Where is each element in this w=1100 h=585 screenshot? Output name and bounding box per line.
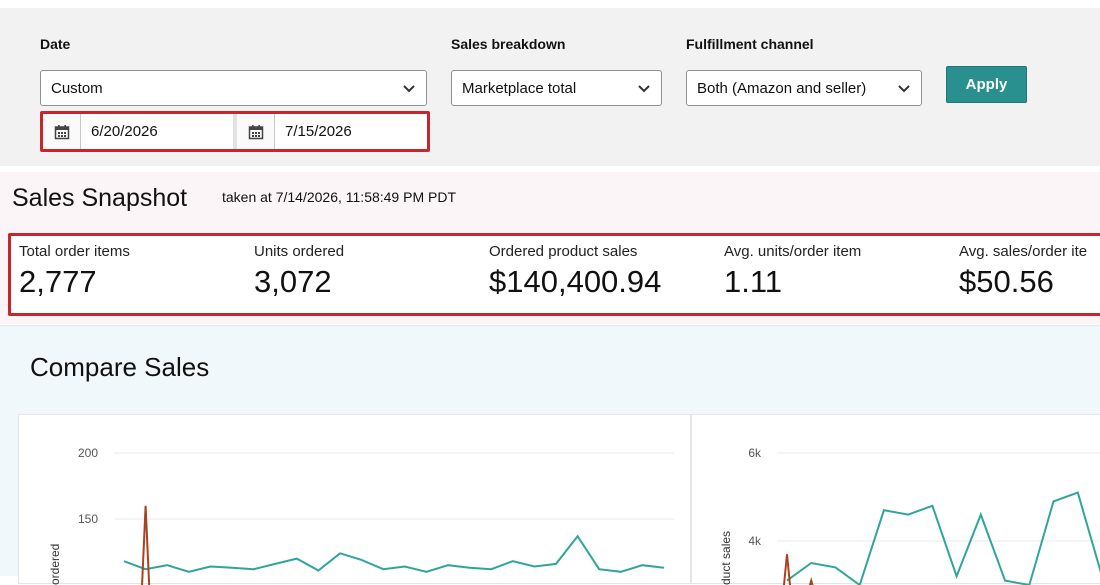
fulfillment-channel-select[interactable]: Both (Amazon and seller) <box>686 70 922 106</box>
end-date-input[interactable] <box>275 114 425 149</box>
metric-label: Total order items <box>19 243 130 260</box>
metric-units-ordered: Units ordered 3,072 <box>254 243 344 300</box>
snapshot-metrics: Total order items 2,777 Units ordered 3,… <box>8 233 1100 316</box>
units-ordered-chart-svg: 200 150 ordered <box>48 446 674 585</box>
metric-label: Avg. units/order item <box>724 243 862 260</box>
y-tick-label: 200 <box>78 446 98 460</box>
units-ordered-chart: 200 150 ordered <box>18 414 691 585</box>
start-date-field[interactable] <box>43 114 233 149</box>
metric-value: 3,072 <box>254 264 332 299</box>
y-tick-label: 6k <box>748 446 762 460</box>
fulfillment-channel-value: Both (Amazon and seller) <box>697 79 867 97</box>
snapshot-title: Sales Snapshot <box>12 184 188 212</box>
y-tick-label: 150 <box>78 512 98 526</box>
metric-label: Avg. sales/order ite <box>959 243 1088 260</box>
date-range-select[interactable]: Custom <box>40 70 427 106</box>
metric-value: $50.56 <box>959 264 1054 299</box>
series-line-brown <box>141 505 151 585</box>
product-sales-chart-svg: 6k 4k duct sales <box>719 446 1100 585</box>
series-line-teal <box>786 491 1100 585</box>
date-divider <box>233 114 237 149</box>
calendar-icon[interactable] <box>237 114 275 149</box>
compare-sales-title: Compare Sales <box>30 352 210 382</box>
metric-value: 2,777 <box>19 264 97 299</box>
sales-snapshot: Sales Snapshot taken at 7/14/2026, 11:58… <box>0 172 1100 324</box>
filter-bar: Date Custom Sales breakdown Marketplace … <box>0 0 1100 166</box>
snapshot-timestamp: taken at 7/14/2026, 11:58:49 PM PDT <box>222 189 457 205</box>
compare-sales: Compare Sales 200 150 ordered 6k 4k duct sal… <box>0 325 1100 585</box>
chevron-down-icon <box>898 85 910 93</box>
fulfillment-channel-label: Fulfillment channel <box>686 36 814 52</box>
metric-ordered-product-sales: Ordered product sales $140,400.94 <box>489 243 661 300</box>
calendar-icon[interactable] <box>43 114 81 149</box>
end-date-field[interactable] <box>237 114 427 149</box>
metric-total-order-items: Total order items 2,777 <box>19 243 130 300</box>
custom-date-range <box>40 111 430 152</box>
series-line-teal <box>123 534 665 573</box>
metric-avg-units-per-order-item: Avg. units/order item 1.11 <box>724 243 861 300</box>
apply-button[interactable]: Apply <box>946 66 1027 103</box>
sales-breakdown-value: Marketplace total <box>462 79 577 97</box>
chevron-down-icon <box>638 85 650 93</box>
y-axis-label: ordered <box>48 544 62 585</box>
chevron-down-icon <box>403 85 415 93</box>
date-range-value: Custom <box>51 79 103 97</box>
date-label: Date <box>40 36 71 52</box>
sales-breakdown-select[interactable]: Marketplace total <box>451 70 662 106</box>
y-tick-label: 4k <box>748 534 762 548</box>
metric-avg-sales-per-order-item: Avg. sales/order ite $50.56 <box>959 243 1087 300</box>
metric-value: $140,400.94 <box>489 264 662 299</box>
metric-label: Units ordered <box>254 243 345 260</box>
metric-value: 1.11 <box>724 264 783 299</box>
y-axis-label: duct sales <box>719 531 733 585</box>
sales-breakdown-label: Sales breakdown <box>451 36 566 52</box>
start-date-input[interactable] <box>81 114 231 149</box>
metric-label: Ordered product sales <box>489 243 638 260</box>
product-sales-chart: 6k 4k duct sales <box>691 414 1100 585</box>
